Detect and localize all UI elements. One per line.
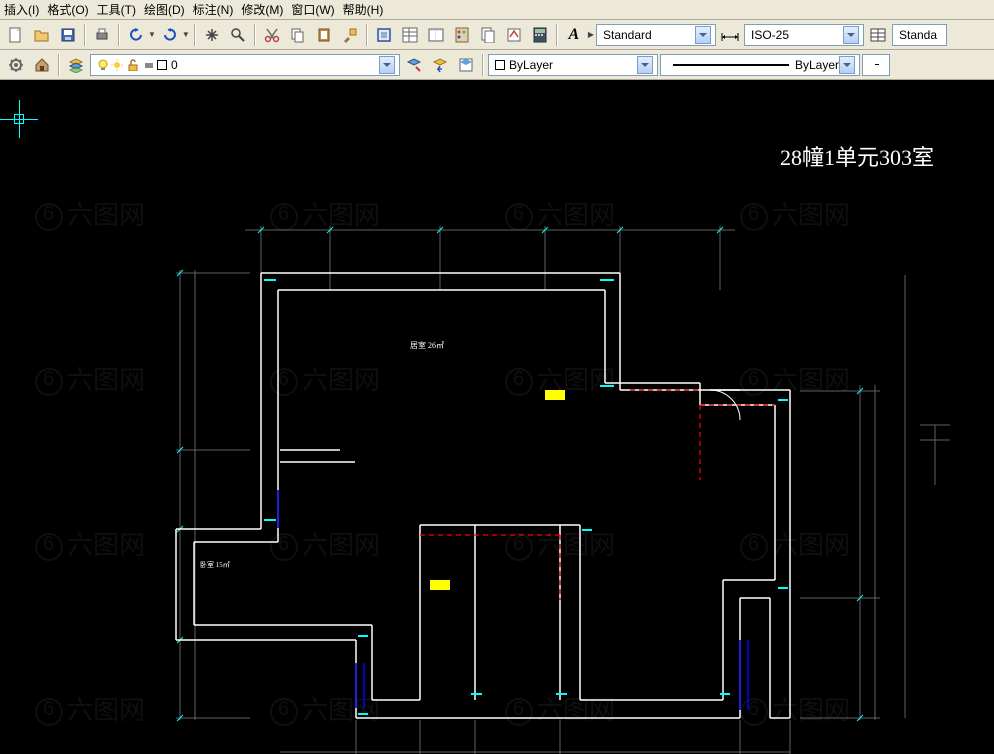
text-style-arrow: ▶	[588, 30, 594, 39]
menu-format[interactable]: 格式(O)	[47, 1, 88, 18]
table-style-icon[interactable]	[866, 23, 890, 47]
linetype-sample	[673, 64, 789, 66]
lineweight-sample	[875, 64, 879, 65]
menu-tools[interactable]: 工具(T)	[97, 1, 136, 18]
menu-window[interactable]: 窗口(W)	[291, 1, 334, 18]
drawing-title: 28幢1单元303室	[780, 140, 934, 172]
layer-color-swatch	[157, 60, 167, 70]
unlock-icon	[127, 59, 139, 71]
copy-button[interactable]	[286, 23, 310, 47]
pan-button[interactable]	[200, 23, 224, 47]
open-file-button[interactable]	[30, 23, 54, 47]
svg-text:卧室 15㎡: 卧室 15㎡	[200, 560, 230, 569]
save-button[interactable]	[56, 23, 80, 47]
menu-draw[interactable]: 绘图(D)	[144, 1, 185, 18]
match-prop-button[interactable]	[338, 23, 362, 47]
menu-bar: 插入(I) 格式(O) 工具(T) 绘图(D) 标注(N) 修改(M) 窗口(W…	[0, 0, 994, 20]
layer-name: 0	[171, 58, 178, 72]
dropdown-arrow-icon	[695, 26, 711, 44]
sun-icon	[111, 59, 123, 71]
color-swatch	[495, 60, 505, 70]
zoom-button[interactable]	[226, 23, 250, 47]
layer-filter-button[interactable]	[402, 53, 426, 77]
quickcalc-button[interactable]	[528, 23, 552, 47]
redo-dropdown[interactable]: ▼	[182, 30, 190, 39]
sheet-set-button[interactable]	[476, 23, 500, 47]
text-style-icon[interactable]: A	[562, 23, 586, 47]
menu-help[interactable]: 帮助(H)	[343, 1, 384, 18]
color-dropdown[interactable]: ByLayer	[488, 54, 658, 76]
color-value: ByLayer	[509, 58, 553, 72]
settings-button[interactable]	[4, 53, 28, 77]
paste-button[interactable]	[312, 23, 336, 47]
lineweight-dropdown[interactable]	[862, 54, 890, 76]
layer-dropdown[interactable]: 0	[90, 54, 400, 76]
table-style-dropdown[interactable]: Standa	[892, 24, 947, 46]
redo-button[interactable]	[158, 23, 182, 47]
layer-properties-button[interactable]	[64, 53, 88, 77]
svg-text:居室 26㎡: 居室 26㎡	[410, 340, 444, 350]
dim-style-value: ISO-25	[751, 28, 789, 42]
new-file-button[interactable]	[4, 23, 28, 47]
design-center-button[interactable]	[424, 23, 448, 47]
plot-icon	[143, 59, 155, 71]
home-button[interactable]	[30, 53, 54, 77]
menu-insert[interactable]: 插入(I)	[4, 1, 39, 18]
plot-button[interactable]	[90, 23, 114, 47]
dropdown-arrow-icon	[843, 26, 859, 44]
dropdown-arrow-icon	[839, 56, 855, 74]
properties-button[interactable]	[398, 23, 422, 47]
linetype-dropdown[interactable]: ByLayer	[660, 54, 860, 76]
text-style-dropdown[interactable]: Standard	[596, 24, 716, 46]
layers-toolbar: 0 ByLayer ByLayer	[0, 50, 994, 80]
standard-toolbar: ▼ ▼ A ▶ Standard ISO-25 Standa	[0, 20, 994, 50]
layer-previous-button[interactable]	[428, 53, 452, 77]
bulb-on-icon	[97, 59, 109, 71]
text-style-value: Standard	[603, 28, 652, 42]
undo-button[interactable]	[124, 23, 148, 47]
drawing-canvas[interactable]: 六图网六图网六图网六图网六图网六图网六图网六图网六图网六图网六图网六图网六图网六…	[0, 80, 994, 754]
markup-button[interactable]	[502, 23, 526, 47]
dropdown-arrow-icon	[379, 56, 395, 74]
layer-state-button[interactable]	[454, 53, 478, 77]
cut-button[interactable]	[260, 23, 284, 47]
floor-plan-drawing: 居室 26㎡卧室 15㎡	[0, 80, 994, 754]
dim-style-dropdown[interactable]: ISO-25	[744, 24, 864, 46]
tool-palettes-button[interactable]	[450, 23, 474, 47]
block-editor-button[interactable]	[372, 23, 396, 47]
table-style-value: Standa	[899, 28, 937, 42]
dim-style-icon[interactable]	[718, 23, 742, 47]
undo-dropdown[interactable]: ▼	[148, 30, 156, 39]
menu-dimension[interactable]: 标注(N)	[193, 1, 234, 18]
menu-modify[interactable]: 修改(M)	[241, 1, 283, 18]
linetype-value: ByLayer	[795, 58, 839, 72]
dropdown-arrow-icon	[637, 56, 653, 74]
